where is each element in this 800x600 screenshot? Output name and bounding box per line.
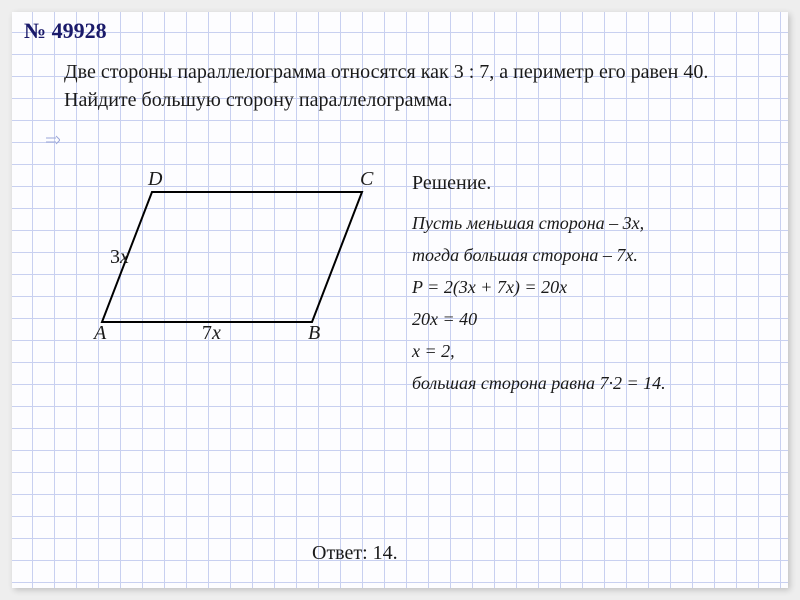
solution-line: 20x = 40 xyxy=(412,304,772,334)
problem-statement: Две стороны параллелограмма относятся ка… xyxy=(64,58,714,114)
vertex-c-label: C xyxy=(360,168,373,191)
solution-body: Пусть меньшая сторона – 3x, тогда больша… xyxy=(412,208,772,400)
solution-line: тогда большая сторона – 7x. xyxy=(412,240,772,270)
vertex-b-label: B xyxy=(308,322,320,345)
paragraph-indent-mark xyxy=(46,132,60,142)
parallelogram-figure: D C A B 3x 7x xyxy=(92,172,382,352)
solution-line: x = 2, xyxy=(412,336,772,366)
solution-line: P = 2(3x + 7x) = 20x xyxy=(412,272,772,302)
solution-line: Пусть меньшая сторона – 3x, xyxy=(412,208,772,238)
answer-text: Ответ: 14. xyxy=(312,542,398,565)
solution-heading: Решение. xyxy=(412,172,491,195)
solution-line: большая сторона равна 7·2 = 14. xyxy=(412,368,772,398)
parallelogram-svg xyxy=(92,172,382,352)
side-bottom-label: 7x xyxy=(202,322,221,345)
side-left-label: 3x xyxy=(110,246,129,269)
graph-paper: № 49928 Две стороны параллелограмма отно… xyxy=(12,12,788,588)
problem-number: № 49928 xyxy=(24,18,107,44)
vertex-a-label: A xyxy=(94,322,106,345)
vertex-d-label: D xyxy=(148,168,162,191)
